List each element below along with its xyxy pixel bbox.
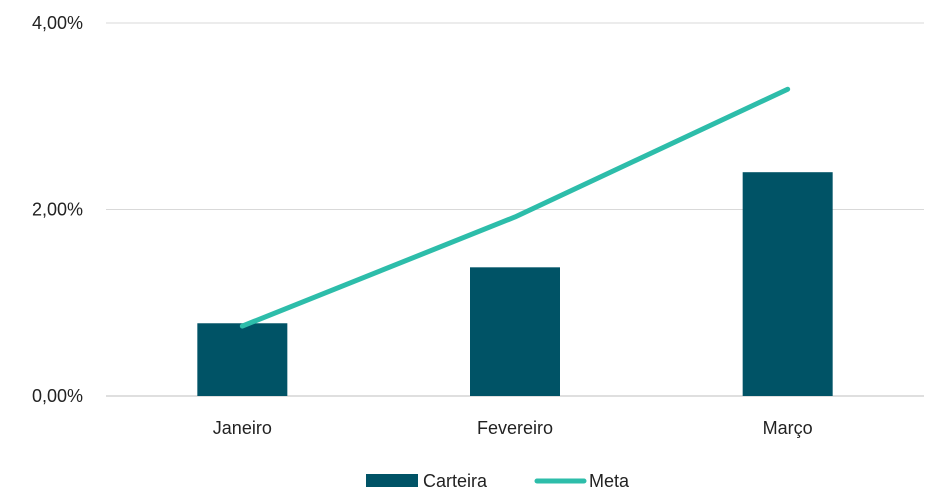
- legend: Carteira Meta: [366, 471, 630, 490]
- x-tick-label: Janeiro: [213, 418, 272, 438]
- bar-carteira-janeiro: [197, 323, 287, 396]
- legend-carteira-label: Carteira: [423, 471, 488, 490]
- y-tick-label: 0,00%: [32, 386, 83, 406]
- x-tick-label: Março: [763, 418, 813, 438]
- x-axis-tick-labels: Janeiro Fevereiro Março: [213, 418, 813, 438]
- bar-carteira-marco: [743, 172, 833, 396]
- y-tick-label: 2,00%: [32, 200, 83, 220]
- bar-carteira-fevereiro: [470, 267, 560, 396]
- y-tick-label: 4,00%: [32, 13, 83, 33]
- x-tick-label: Fevereiro: [477, 418, 553, 438]
- legend-meta-label: Meta: [589, 471, 630, 490]
- carteira-bars: [197, 172, 832, 396]
- legend-carteira-swatch: [366, 474, 418, 487]
- y-axis-tick-labels: 0,00% 2,00% 4,00%: [32, 13, 83, 406]
